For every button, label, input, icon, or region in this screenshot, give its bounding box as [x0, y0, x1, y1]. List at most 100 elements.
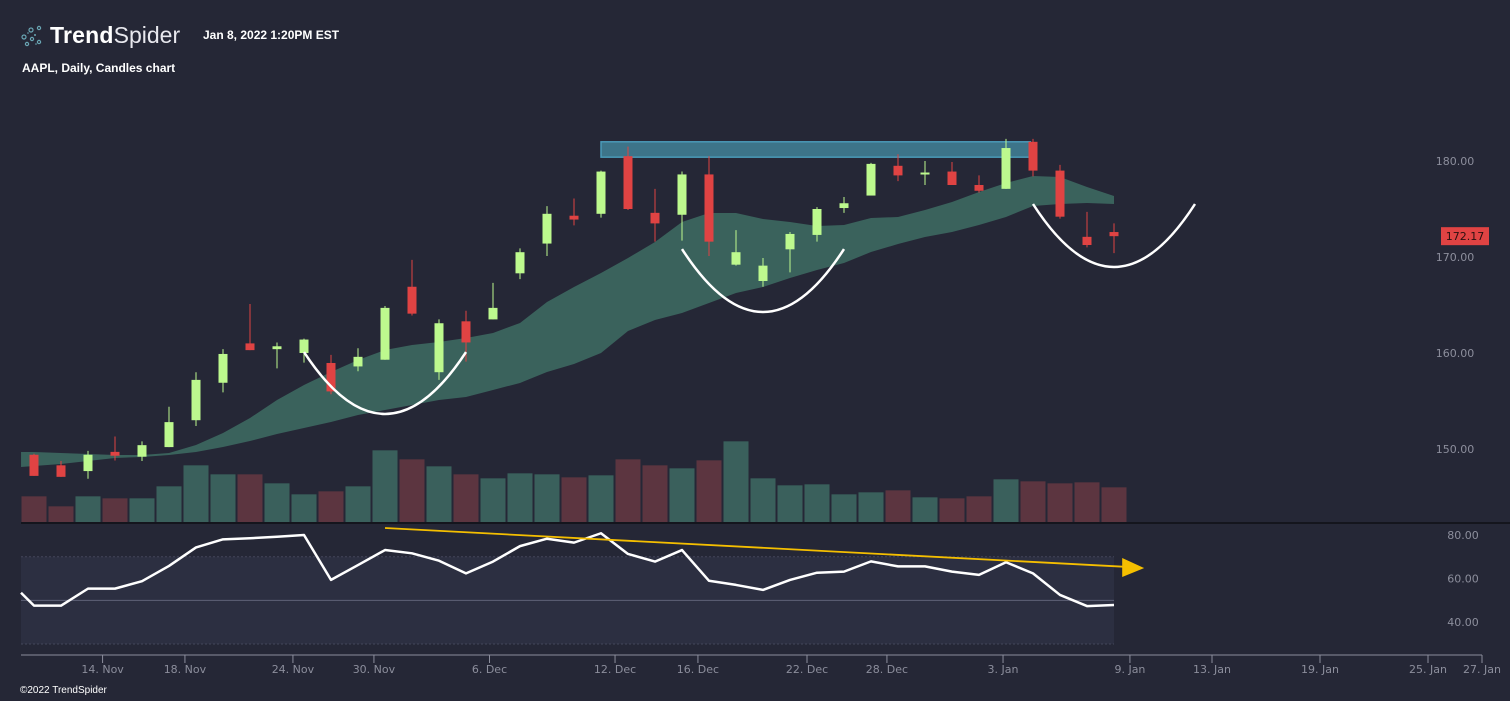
rsi-axis-label: 80.00	[1447, 529, 1479, 542]
volume-bar	[237, 474, 263, 522]
candle-up	[137, 441, 147, 461]
candle-down	[407, 259, 417, 316]
candle-body	[272, 346, 282, 350]
candle-up	[596, 170, 606, 218]
volume-bar	[750, 478, 776, 522]
rsi-line	[20, 532, 1115, 608]
candle-body	[893, 165, 903, 176]
candle-body	[83, 454, 93, 472]
candle-up	[218, 349, 228, 393]
candle-up	[515, 248, 525, 280]
candle-body	[164, 422, 174, 448]
candle-body	[677, 174, 687, 215]
trendline-arrowhead-icon	[1122, 558, 1145, 578]
candle-down	[1055, 164, 1065, 219]
volume-bar	[264, 483, 290, 522]
volume-bar	[642, 465, 668, 522]
candle-up	[866, 162, 876, 196]
volume-bar	[993, 479, 1019, 522]
volume-bar	[453, 474, 479, 522]
candle-up	[542, 206, 552, 257]
price-axis-label: 180.00	[1436, 155, 1475, 168]
volume-bar	[1020, 481, 1046, 522]
volume-bar	[966, 496, 992, 522]
cup-pattern-arc	[302, 351, 468, 416]
candle-up	[353, 348, 363, 372]
volume-bar	[291, 494, 317, 522]
candle-body	[380, 307, 390, 360]
time-axis-label: 28. Dec	[866, 663, 908, 676]
volume-bar	[669, 468, 695, 522]
resistance-zone	[600, 141, 1032, 158]
volume-bar	[480, 478, 506, 522]
rsi-axis-label: 60.00	[1447, 573, 1479, 586]
volume-bar	[129, 498, 155, 522]
candle-body	[29, 454, 39, 476]
candle-body	[1109, 232, 1119, 237]
candle-body	[353, 356, 363, 367]
candle-body	[1082, 236, 1092, 245]
candle-body	[299, 339, 309, 353]
volume-bar	[75, 496, 101, 522]
volume-bar	[534, 474, 560, 522]
candle-down	[1028, 138, 1038, 177]
candle-up	[677, 171, 687, 241]
candle-up	[1001, 138, 1011, 189]
price-axis-label: 160.00	[1436, 347, 1475, 360]
spider-logo-icon	[21, 25, 42, 46]
candle-body	[218, 353, 228, 383]
chart-subtitle: AAPL, Daily, Candles chart	[22, 61, 176, 75]
volume-bar	[858, 492, 884, 522]
time-axis-label: 6. Dec	[472, 663, 507, 676]
volume-bar	[102, 498, 128, 522]
volume-bar	[507, 473, 533, 522]
candle-up	[83, 450, 93, 479]
rsi-divergence-trendline	[384, 527, 1131, 568]
time-axis-label: 30. Nov	[353, 663, 396, 676]
candle-body	[974, 185, 984, 191]
candle-body	[947, 171, 957, 185]
last-price-label: 172.17	[1446, 230, 1485, 243]
volume-bar	[777, 485, 803, 522]
candle-down	[650, 188, 660, 242]
volume-bar	[372, 450, 398, 522]
last-price-marker	[1441, 227, 1489, 246]
volume-bar	[318, 491, 344, 522]
volume-bar	[1101, 487, 1127, 522]
candle-body	[461, 321, 471, 343]
candle-body	[191, 379, 201, 421]
candle-up	[731, 230, 741, 266]
time-axis-label: 24. Nov	[272, 663, 315, 676]
candle-body	[812, 209, 822, 235]
chart-timestamp: Jan 8, 2022 1:20PM EST	[203, 28, 340, 42]
time-axis-label: 18. Nov	[164, 663, 207, 676]
candle-up	[380, 305, 390, 360]
volume-bar	[588, 475, 614, 522]
candle-body	[434, 323, 444, 373]
candle-body	[731, 252, 741, 265]
time-axis-label: 9. Jan	[1114, 663, 1145, 676]
time-axis-label: 14. Nov	[81, 663, 124, 676]
volume-bar	[210, 474, 236, 522]
candle-body	[866, 163, 876, 196]
price-axis-label: 170.00	[1436, 251, 1475, 264]
candle-body	[56, 465, 66, 477]
time-axis-label: 19. Jan	[1301, 663, 1339, 676]
copyright-notice: ©2022 TrendSpider	[20, 685, 107, 696]
candle-body	[1055, 170, 1065, 217]
candle-down	[245, 304, 255, 351]
candle-up	[434, 319, 444, 380]
volume-bar	[183, 465, 209, 522]
price-axis-label: 150.00	[1436, 443, 1475, 456]
trendspider-logo: Trend Spider	[20, 22, 180, 49]
candle-body	[407, 286, 417, 314]
candle-down	[1109, 223, 1119, 254]
time-axis-label: 22. Dec	[786, 663, 828, 676]
candle-body	[326, 362, 336, 392]
candle-down	[974, 175, 984, 193]
candle-body	[839, 203, 849, 209]
candle-down	[110, 436, 120, 461]
candle-body	[542, 213, 552, 244]
candle-body	[650, 212, 660, 224]
